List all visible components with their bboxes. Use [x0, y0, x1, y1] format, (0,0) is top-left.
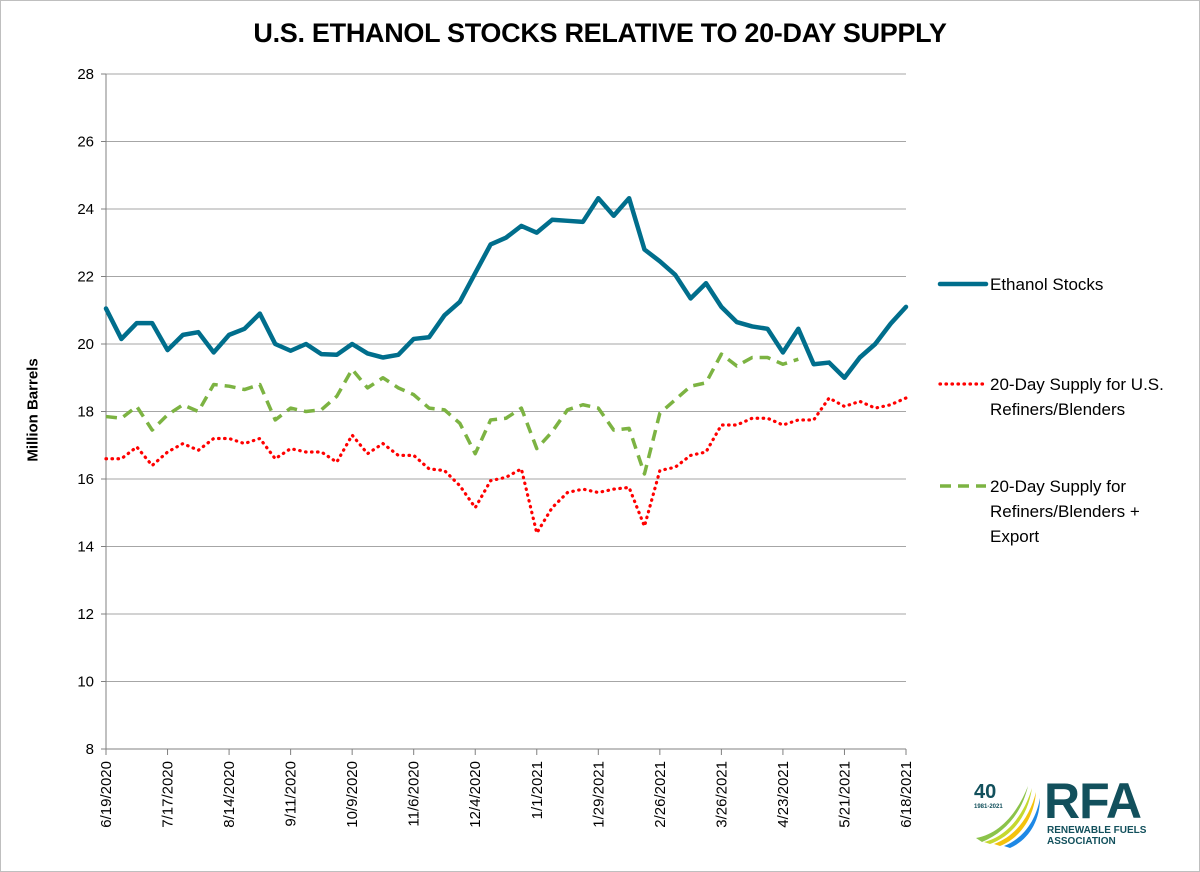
legend-label: Ethanol Stocks [990, 275, 1103, 294]
series-line-1 [103, 195, 909, 380]
y-axis-ticks: 8 10 12 14 16 18 20 22 24 26 28 [77, 66, 106, 758]
y-tick-label: 8 [86, 741, 94, 758]
x-tick-label: 12/4/2020 [467, 761, 484, 828]
y-tick-label: 20 [77, 336, 94, 353]
series-line-3 [105, 352, 799, 476]
x-tick-label: 1/29/2021 [590, 761, 607, 828]
logo-anniversary-years: 1981-2021 [974, 804, 1003, 810]
series-lines [103, 195, 909, 535]
x-tick-label: 11/6/2020 [406, 761, 423, 827]
x-tick-label: 3/26/2021 [713, 761, 730, 828]
y-tick-label: 26 [77, 134, 94, 151]
y-tick-label: 14 [77, 539, 94, 556]
x-tick-label: 2/26/2021 [652, 761, 669, 828]
legend-label: Refiners/Blenders [990, 400, 1125, 419]
gridlines [106, 73, 906, 682]
y-tick-label: 16 [77, 471, 94, 488]
x-tick-label: 9/11/2020 [283, 761, 300, 827]
x-tick-label: 4/23/2021 [775, 761, 792, 828]
y-tick-label: 12 [77, 606, 94, 623]
x-tick-label: 5/21/2021 [836, 761, 853, 828]
rfa-logo: 40 1981-2021 RFA RENEWABLE FUELS ASSOCIA… [974, 773, 1147, 848]
y-tick-label: 24 [77, 201, 94, 218]
logo-tagline-line2: ASSOCIATION [1047, 836, 1116, 847]
y-tick-label: 28 [77, 66, 94, 83]
logo-brand: RFA [1044, 773, 1141, 829]
legend-label: Refiners/Blenders + [990, 502, 1140, 521]
logo-tagline-line1: RENEWABLE FUELS [1047, 825, 1147, 836]
x-tick-label: 6/19/2020 [98, 761, 115, 828]
chart-title: U.S. ETHANOL STOCKS RELATIVE TO 20-DAY S… [253, 18, 947, 48]
logo-anniversary-number: 40 [974, 781, 996, 803]
x-axis-ticks: 6/19/2020 7/17/2020 8/14/2020 9/11/2020 10/9… [98, 749, 915, 828]
legend-label: 20-Day Supply for U.S. [990, 375, 1164, 394]
x-tick-label: 7/17/2020 [160, 761, 177, 828]
x-tick-label: 6/18/2021 [898, 761, 915, 828]
logo-swoosh-icon [976, 786, 1040, 848]
y-tick-label: 22 [77, 269, 94, 286]
legend: Ethanol Stocks 20-Day Supply for U.S. Refi… [937, 275, 1164, 546]
y-tick-label: 18 [77, 404, 94, 421]
y-tick-label: 10 [77, 674, 94, 691]
x-tick-label: 1/1/2021 [529, 761, 546, 819]
x-tick-label: 10/9/2020 [344, 761, 361, 828]
x-tick-label: 8/14/2020 [221, 761, 238, 828]
legend-label: 20-Day Supply for [990, 477, 1126, 496]
legend-label: Export [990, 527, 1039, 546]
